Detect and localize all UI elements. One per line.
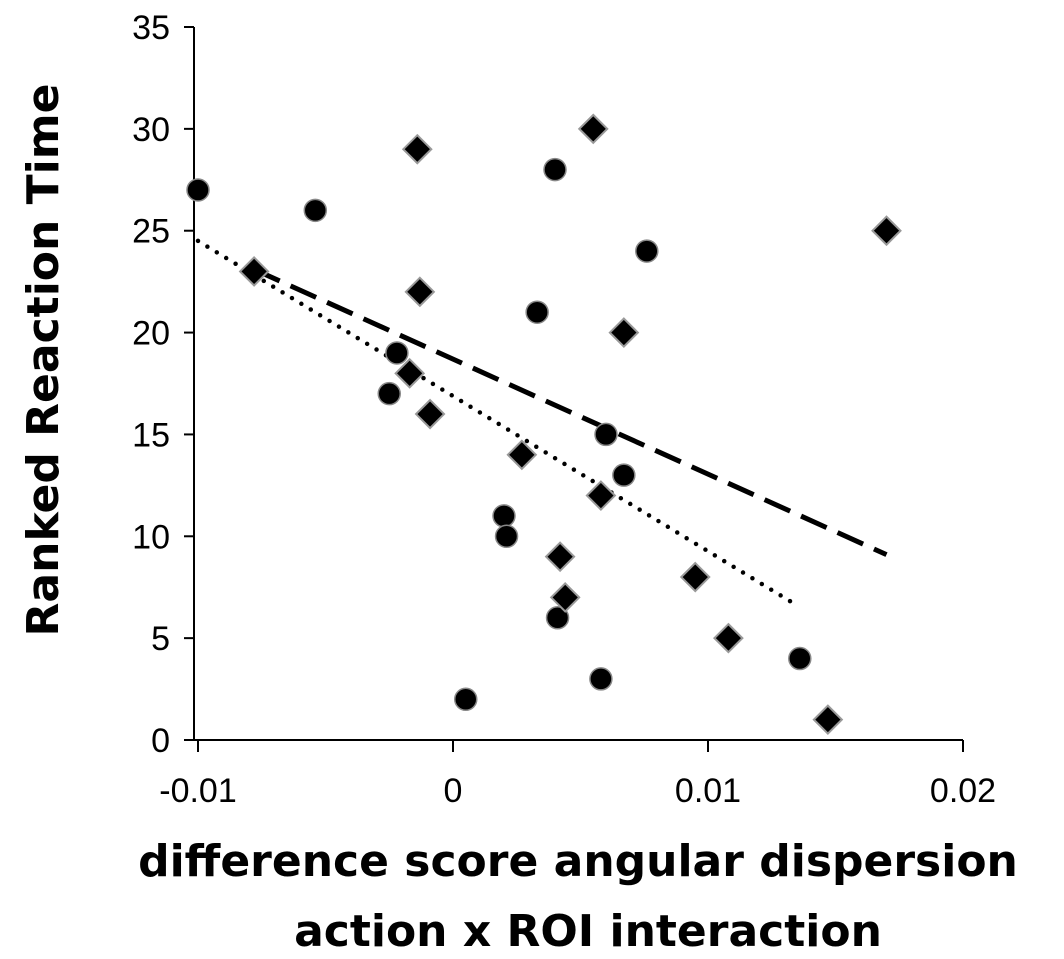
- circle-data-point: [494, 524, 519, 549]
- circle-data-point: [612, 463, 636, 487]
- circle-data-point: [492, 504, 516, 528]
- y-tick-label: 15: [132, 416, 170, 454]
- x-axis-title-line-2: action x ROI interaction: [294, 906, 882, 957]
- x-tick-label: 0.02: [930, 772, 996, 810]
- diamond-data-point: [404, 276, 436, 308]
- diamond-data-point: [871, 215, 902, 247]
- diamond-data-point: [238, 256, 270, 287]
- diamond-data-point: [679, 561, 711, 593]
- circle-data-point: [525, 300, 549, 324]
- diamond-data-point: [394, 357, 426, 389]
- y-axis-ticks: 0 5 10 15 20 25 30 35: [132, 9, 194, 760]
- diamond-data-point: [414, 398, 446, 430]
- diamond-data-point: [506, 439, 538, 471]
- circle-data-point: [385, 341, 409, 365]
- diamond-data-point: [544, 541, 576, 573]
- diamond-data-point: [712, 622, 744, 654]
- diamond-data-point: [585, 480, 617, 511]
- circle-data-point: [589, 667, 613, 691]
- y-tick-label: 25: [132, 213, 170, 251]
- circle-data-point: [545, 606, 570, 630]
- y-tick-label: 0: [151, 722, 170, 760]
- trendlines: [195, 238, 888, 608]
- diamond-data-point: [577, 113, 609, 145]
- circle-data-point: [543, 157, 567, 182]
- y-tick-label: 10: [132, 518, 170, 556]
- circle-data-point: [635, 239, 659, 263]
- diamond-data-point: [549, 581, 581, 613]
- x-tick-label: -0.01: [159, 772, 237, 810]
- x-axis-ticks: -0.01 0 0.01 0.02: [159, 740, 996, 810]
- diamond-data-point: [401, 133, 433, 165]
- y-tick-label: 30: [132, 111, 170, 149]
- circle-data-point: [377, 381, 401, 406]
- circle-data-point: [594, 422, 618, 447]
- data-markers: [186, 113, 902, 736]
- diamond-data-point: [812, 704, 844, 736]
- circle-data-point: [454, 687, 478, 712]
- circle-data-point: [186, 178, 210, 202]
- y-tick-label: 35: [132, 9, 170, 47]
- x-tick-label: 0: [444, 772, 463, 810]
- y-tick-label: 5: [151, 620, 170, 658]
- dotted-trendline: [195, 238, 800, 608]
- x-tick-label: 0.01: [675, 772, 741, 810]
- x-axis-title-line-1: difference score angular dispersion: [138, 836, 1018, 887]
- diamond-data-point: [608, 317, 640, 348]
- dashed-trendline: [253, 267, 888, 557]
- circle-data-point: [788, 646, 812, 671]
- y-tick-label: 20: [132, 315, 170, 353]
- y-axis-title: Ranked Reaction Time: [18, 84, 69, 637]
- circle-data-point: [303, 198, 328, 223]
